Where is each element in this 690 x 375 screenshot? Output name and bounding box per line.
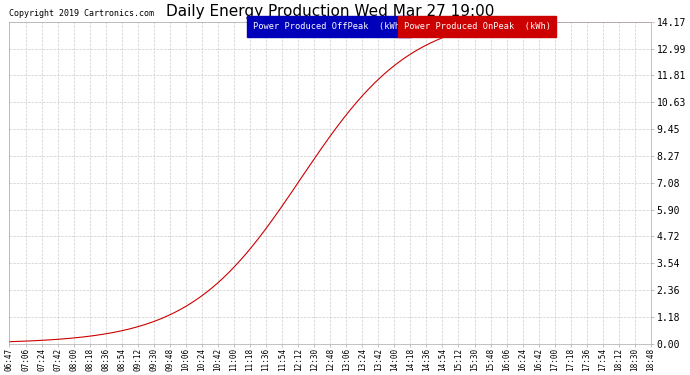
Title: Daily Energy Production Wed Mar 27 19:00: Daily Energy Production Wed Mar 27 19:00 (166, 4, 494, 19)
Text: Power Produced OffPeak  (kWh): Power Produced OffPeak (kWh) (253, 22, 405, 31)
Text: Copyright 2019 Cartronics.com: Copyright 2019 Cartronics.com (9, 9, 154, 18)
Text: Power Produced OnPeak  (kWh): Power Produced OnPeak (kWh) (404, 22, 551, 31)
